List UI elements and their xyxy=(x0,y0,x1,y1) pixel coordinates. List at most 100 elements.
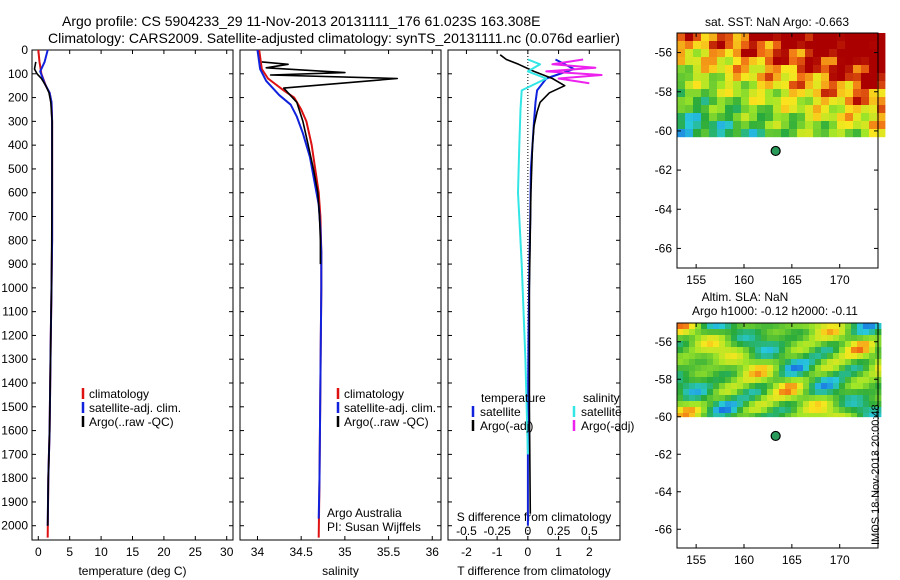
sla-map-cell xyxy=(821,341,828,348)
sst-map-cell xyxy=(869,89,878,98)
difference-legend-title-temperature: temperature xyxy=(481,391,546,405)
sla-map-cell xyxy=(677,329,684,336)
sla-map-cell xyxy=(689,407,696,414)
sla-map-cell xyxy=(851,341,858,348)
sla-map-axes-frame xyxy=(676,322,879,549)
difference-xtick-label: 2 xyxy=(586,545,593,559)
sla-map-cell xyxy=(863,365,870,372)
temperature-ytick-label: 1200 xyxy=(1,328,28,342)
sla-map-cell xyxy=(779,341,786,348)
sst-map-cell xyxy=(877,41,886,50)
sla-map-cell xyxy=(713,341,720,348)
sla-map-cell xyxy=(719,395,726,402)
temperature-xlabel: temperature (deg C) xyxy=(78,564,186,578)
sla-map-cell xyxy=(827,329,834,336)
sla-map-cell xyxy=(725,365,732,372)
sst-map-cell xyxy=(741,57,750,66)
sla-map-cell xyxy=(797,371,804,378)
temperature-profile-panel: 0100200300400500600700800900100011001200… xyxy=(1,43,233,578)
temperature-xtick-label: 10 xyxy=(94,545,108,559)
sst-map-cell xyxy=(709,73,718,82)
sla-map-cell xyxy=(785,323,792,330)
sla-map-cell xyxy=(719,401,726,408)
sst-map-cell xyxy=(709,113,718,122)
sst-map-cell xyxy=(765,81,774,90)
sla-map-cell xyxy=(833,407,840,414)
sla-map-cell xyxy=(845,365,852,372)
sla-map-cell xyxy=(845,395,852,402)
sst-map-cell xyxy=(797,97,806,106)
sst-map-cell xyxy=(829,49,838,58)
sst-map-cell xyxy=(813,97,822,106)
sla-map-cell xyxy=(833,347,840,354)
sla-map-cell xyxy=(755,335,762,342)
sla-map-cell xyxy=(839,389,846,396)
sst-map-cell xyxy=(797,49,806,58)
sla-map-cell xyxy=(791,407,798,414)
sst-map-cell xyxy=(805,81,814,90)
sst-map-cell xyxy=(805,97,814,106)
sla-map-cell xyxy=(743,395,750,402)
sla-map-cell xyxy=(845,353,852,360)
sst-map-cell xyxy=(765,73,774,82)
sla-map-cell xyxy=(779,389,786,396)
sst-map-cell xyxy=(701,49,710,58)
sla-map-cell xyxy=(695,341,702,348)
sla-map-cell xyxy=(761,395,768,402)
sst-map-cell xyxy=(765,89,774,98)
sst-map-cell xyxy=(837,113,846,122)
sla-map-cell xyxy=(809,329,816,336)
sla-map-cell xyxy=(815,347,822,354)
sla-map-cell xyxy=(677,383,684,390)
sst-map-cell xyxy=(765,129,774,138)
sla-map-cell xyxy=(845,401,852,408)
sst-map-cell xyxy=(677,105,686,114)
sla-map-cell xyxy=(707,377,714,384)
sla-map-cell xyxy=(707,407,714,414)
sla-map-cell xyxy=(779,353,786,360)
sla-map-cell xyxy=(737,395,744,402)
sst-map-cell xyxy=(829,65,838,74)
sla-map-cell xyxy=(683,389,690,396)
sla-map-cell xyxy=(809,395,816,402)
sst-map-ytick-label: -60 xyxy=(655,124,673,138)
sla-map-cell xyxy=(863,323,870,330)
sst-map-cell xyxy=(781,73,790,82)
sst-map-cell xyxy=(797,65,806,74)
sst-map-cell xyxy=(685,57,694,66)
figure-title-line2: Climatology: CARS2009. Satellite-adjuste… xyxy=(48,30,620,46)
temperature-xtick-label: 25 xyxy=(189,545,203,559)
sla-map-cell xyxy=(737,365,744,372)
sst-map-cell xyxy=(845,89,854,98)
sst-map-cell xyxy=(837,81,846,90)
sla-map-cell xyxy=(707,323,714,330)
sst-map-cell xyxy=(805,57,814,66)
difference-xtick-label: 0 xyxy=(525,545,532,559)
sla-map-cell xyxy=(731,365,738,372)
sla-map-cell xyxy=(869,413,876,418)
sst-map-cell xyxy=(813,81,822,90)
temperature-xtick-label: 5 xyxy=(66,545,73,559)
sla-map-cell xyxy=(785,401,792,408)
sla-map-cell xyxy=(701,353,708,360)
sla-map-cell xyxy=(713,329,720,336)
sla-map-cell xyxy=(821,377,828,384)
sst-map-cell xyxy=(805,65,814,74)
sla-map-cell xyxy=(677,335,684,342)
sla-map-cell xyxy=(773,341,780,348)
sla-map-cell xyxy=(815,395,822,402)
sst-map-cell xyxy=(861,121,870,130)
sst-map-cell xyxy=(701,41,710,50)
sla-map-cell xyxy=(839,359,846,366)
sst-map-cell xyxy=(845,121,854,130)
sla-map-cell xyxy=(797,383,804,390)
sst-map-xtick-label: 155 xyxy=(686,273,706,287)
sla-map-cell xyxy=(779,347,786,354)
sla-map-cell xyxy=(785,335,792,342)
difference-salinity-tick-label: -0.5 xyxy=(456,524,477,538)
sst-map-cell xyxy=(741,105,750,114)
sst-map-cell xyxy=(877,89,886,98)
sla-map-cell xyxy=(803,329,810,336)
sla-map-cell xyxy=(797,365,804,372)
sla-map-cell xyxy=(731,395,738,402)
